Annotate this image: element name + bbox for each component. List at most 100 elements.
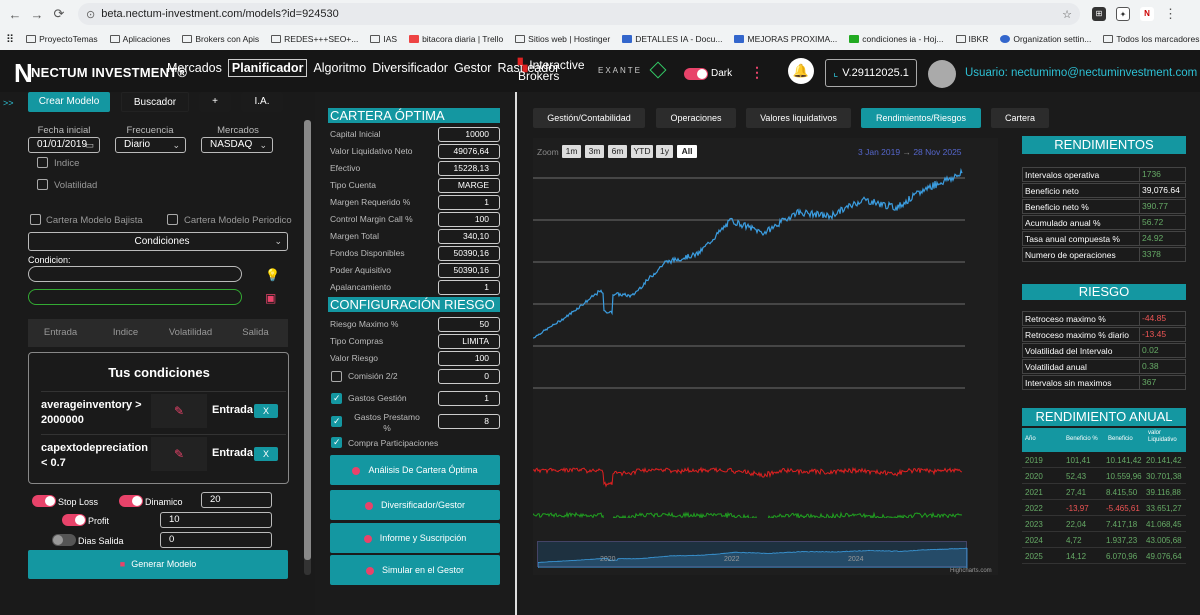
cartera-value[interactable]: 1: [438, 195, 500, 210]
periodico-checkbox[interactable]: [167, 214, 178, 225]
extension-icon[interactable]: ⊞: [1092, 7, 1106, 21]
puzzle-icon[interactable]: ✦: [1116, 7, 1130, 21]
remove-condition-button[interactable]: X: [254, 404, 278, 418]
save-icon[interactable]: ▣: [265, 291, 277, 305]
tipo-compras-select[interactable]: LIMITA: [438, 334, 500, 349]
profile-icon[interactable]: N: [1140, 7, 1154, 21]
bookmark-item[interactable]: IAS: [370, 34, 397, 44]
prestamo-checkbox[interactable]: [331, 416, 342, 427]
cartera-value[interactable]: 1: [438, 280, 500, 295]
comision-checkbox[interactable]: [331, 371, 342, 382]
dark-toggle[interactable]: [684, 68, 708, 80]
back-icon[interactable]: ←: [8, 6, 22, 22]
profit-toggle[interactable]: [62, 514, 86, 526]
dinamico-input[interactable]: 20: [201, 492, 272, 508]
cartera-value[interactable]: 50390,16: [438, 246, 500, 261]
bookmark-item[interactable]: Organization settin...: [1000, 34, 1091, 44]
reload-icon[interactable]: ⟳: [53, 6, 65, 21]
tab-valores[interactable]: Valores liquidativos: [746, 108, 851, 128]
cartera-value[interactable]: 15228,13: [438, 161, 500, 176]
chart-navigator[interactable]: [537, 541, 968, 569]
bookmark-item[interactable]: condiciones ia - Hoj...: [849, 34, 944, 44]
compra-checkbox[interactable]: [331, 437, 342, 448]
performance-chart[interactable]: [533, 158, 973, 518]
crear-modelo-button[interactable]: Crear Modelo: [28, 92, 110, 112]
bookmark-item[interactable]: ProyectoTemas: [26, 34, 98, 44]
tab-volatilidad[interactable]: Volatilidad: [168, 327, 213, 338]
tab-rendimientos[interactable]: Rendimientos/Riesgos: [861, 108, 981, 128]
zoom-all[interactable]: All: [677, 145, 697, 158]
condicion-input-2[interactable]: [28, 289, 242, 305]
apps-icon[interactable]: ⠿: [6, 33, 15, 46]
forward-icon[interactable]: →: [30, 6, 44, 22]
dias-salida-toggle[interactable]: [52, 534, 76, 546]
add-button[interactable]: +: [199, 92, 231, 112]
zoom-1m[interactable]: 1m: [562, 145, 581, 158]
tab-entrada[interactable]: Entrada: [43, 327, 78, 338]
analisis-button[interactable]: Análisis De Cartera Óptima: [330, 455, 500, 485]
valor-riesgo-input[interactable]: 100: [438, 351, 500, 366]
cartera-value[interactable]: 10000: [438, 127, 500, 142]
bookmark-item[interactable]: bitacora diaria | Trello: [409, 34, 503, 44]
nav-planificador[interactable]: Planificador: [227, 59, 308, 77]
address-bar[interactable]: ⊙ beta.nectum-investment.com/models?id=9…: [78, 3, 1080, 25]
bookmark-item[interactable]: REDES+++SEO+...: [271, 34, 358, 44]
nav-algoritmo[interactable]: Algoritmo: [313, 61, 367, 75]
tab-operaciones[interactable]: Operaciones: [656, 108, 736, 128]
diversificador-button[interactable]: Diversificador/Gestor: [330, 490, 500, 520]
version-button[interactable]: ⌞ V.29112025.1: [825, 59, 917, 87]
cartera-value[interactable]: MARGE: [438, 178, 500, 193]
bookmark-star-icon[interactable]: ☆: [1062, 8, 1072, 21]
cartera-value[interactable]: 50390,16: [438, 263, 500, 278]
all-bookmarks[interactable]: Todos los marcadores: [1103, 34, 1199, 44]
ia-button[interactable]: I.A.: [241, 92, 283, 112]
cartera-value[interactable]: 49076,64: [438, 144, 500, 159]
cartera-value[interactable]: 100: [438, 212, 500, 227]
expand-rail-icon[interactable]: >>: [3, 98, 14, 108]
edit-icon[interactable]: ✎: [151, 394, 207, 428]
condicion-input[interactable]: [28, 266, 242, 282]
buscador-button[interactable]: Buscador: [121, 92, 189, 112]
zoom-3m[interactable]: 3m: [585, 145, 604, 158]
tab-cartera[interactable]: Cartera: [991, 108, 1049, 128]
interactive-brokers-logo[interactable]: ▚ Interactive Brokers: [518, 58, 585, 83]
riesgo-max-input[interactable]: 50: [438, 317, 500, 332]
bookmark-item[interactable]: Sitios web | Hostinger: [515, 34, 610, 44]
comision-input[interactable]: 0: [438, 369, 500, 384]
user-label[interactable]: Usuario: nectumimo@nectuminvestment.com: [965, 67, 1198, 79]
profit-input[interactable]: 10: [160, 512, 272, 528]
bookmark-item[interactable]: Brokers con Apis: [182, 34, 259, 44]
bookmark-item[interactable]: Aplicaciones: [109, 34, 170, 44]
volatilidad-checkbox[interactable]: [37, 179, 48, 190]
tab-salida[interactable]: Salida: [242, 327, 269, 338]
informe-button[interactable]: Informe y Suscripción: [330, 523, 500, 553]
frecuencia-select[interactable]: Diario ⌄: [115, 137, 186, 153]
nav-rastreador[interactable]: Rastreador: [497, 61, 560, 75]
tab-gestion[interactable]: Gestión/Contabilidad: [533, 108, 645, 128]
bajista-checkbox[interactable]: [30, 214, 41, 225]
bell-icon[interactable]: 🔔: [788, 58, 814, 84]
exante-logo[interactable]: EXANTE: [598, 66, 643, 75]
nav-gestor[interactable]: Gestor: [453, 61, 492, 75]
gestion-checkbox[interactable]: [331, 393, 342, 404]
highcharts-credit[interactable]: Highcharts.com: [950, 568, 992, 574]
bookmark-item[interactable]: IBKR: [955, 34, 988, 44]
tab-indice[interactable]: Indice: [112, 327, 139, 338]
nav-mercados[interactable]: Mercados: [167, 61, 222, 75]
edit-icon[interactable]: ✎: [151, 437, 207, 471]
gastos-gestion-input[interactable]: 1: [438, 391, 500, 406]
menu-icon[interactable]: ⋮: [1164, 6, 1177, 21]
zoom-1y[interactable]: 1y: [656, 145, 673, 158]
cartera-value[interactable]: 340,10: [438, 229, 500, 244]
logo[interactable]: NNECTUM INVESTMENT®: [14, 58, 188, 88]
dinamico-toggle[interactable]: [119, 495, 143, 507]
zoom-ytd[interactable]: YTD: [631, 145, 653, 158]
simular-button[interactable]: Simular en el Gestor: [330, 555, 500, 585]
bookmark-item[interactable]: MEJORAS PROXIMA...: [734, 34, 837, 44]
dias-salida-input[interactable]: 0: [160, 532, 272, 548]
stoploss-toggle[interactable]: [32, 495, 56, 507]
indice-checkbox[interactable]: [37, 157, 48, 168]
remove-condition-button[interactable]: X: [254, 447, 278, 461]
bookmark-item[interactable]: DETALLES IA - Docu...: [622, 34, 722, 44]
avatar[interactable]: [928, 60, 956, 88]
